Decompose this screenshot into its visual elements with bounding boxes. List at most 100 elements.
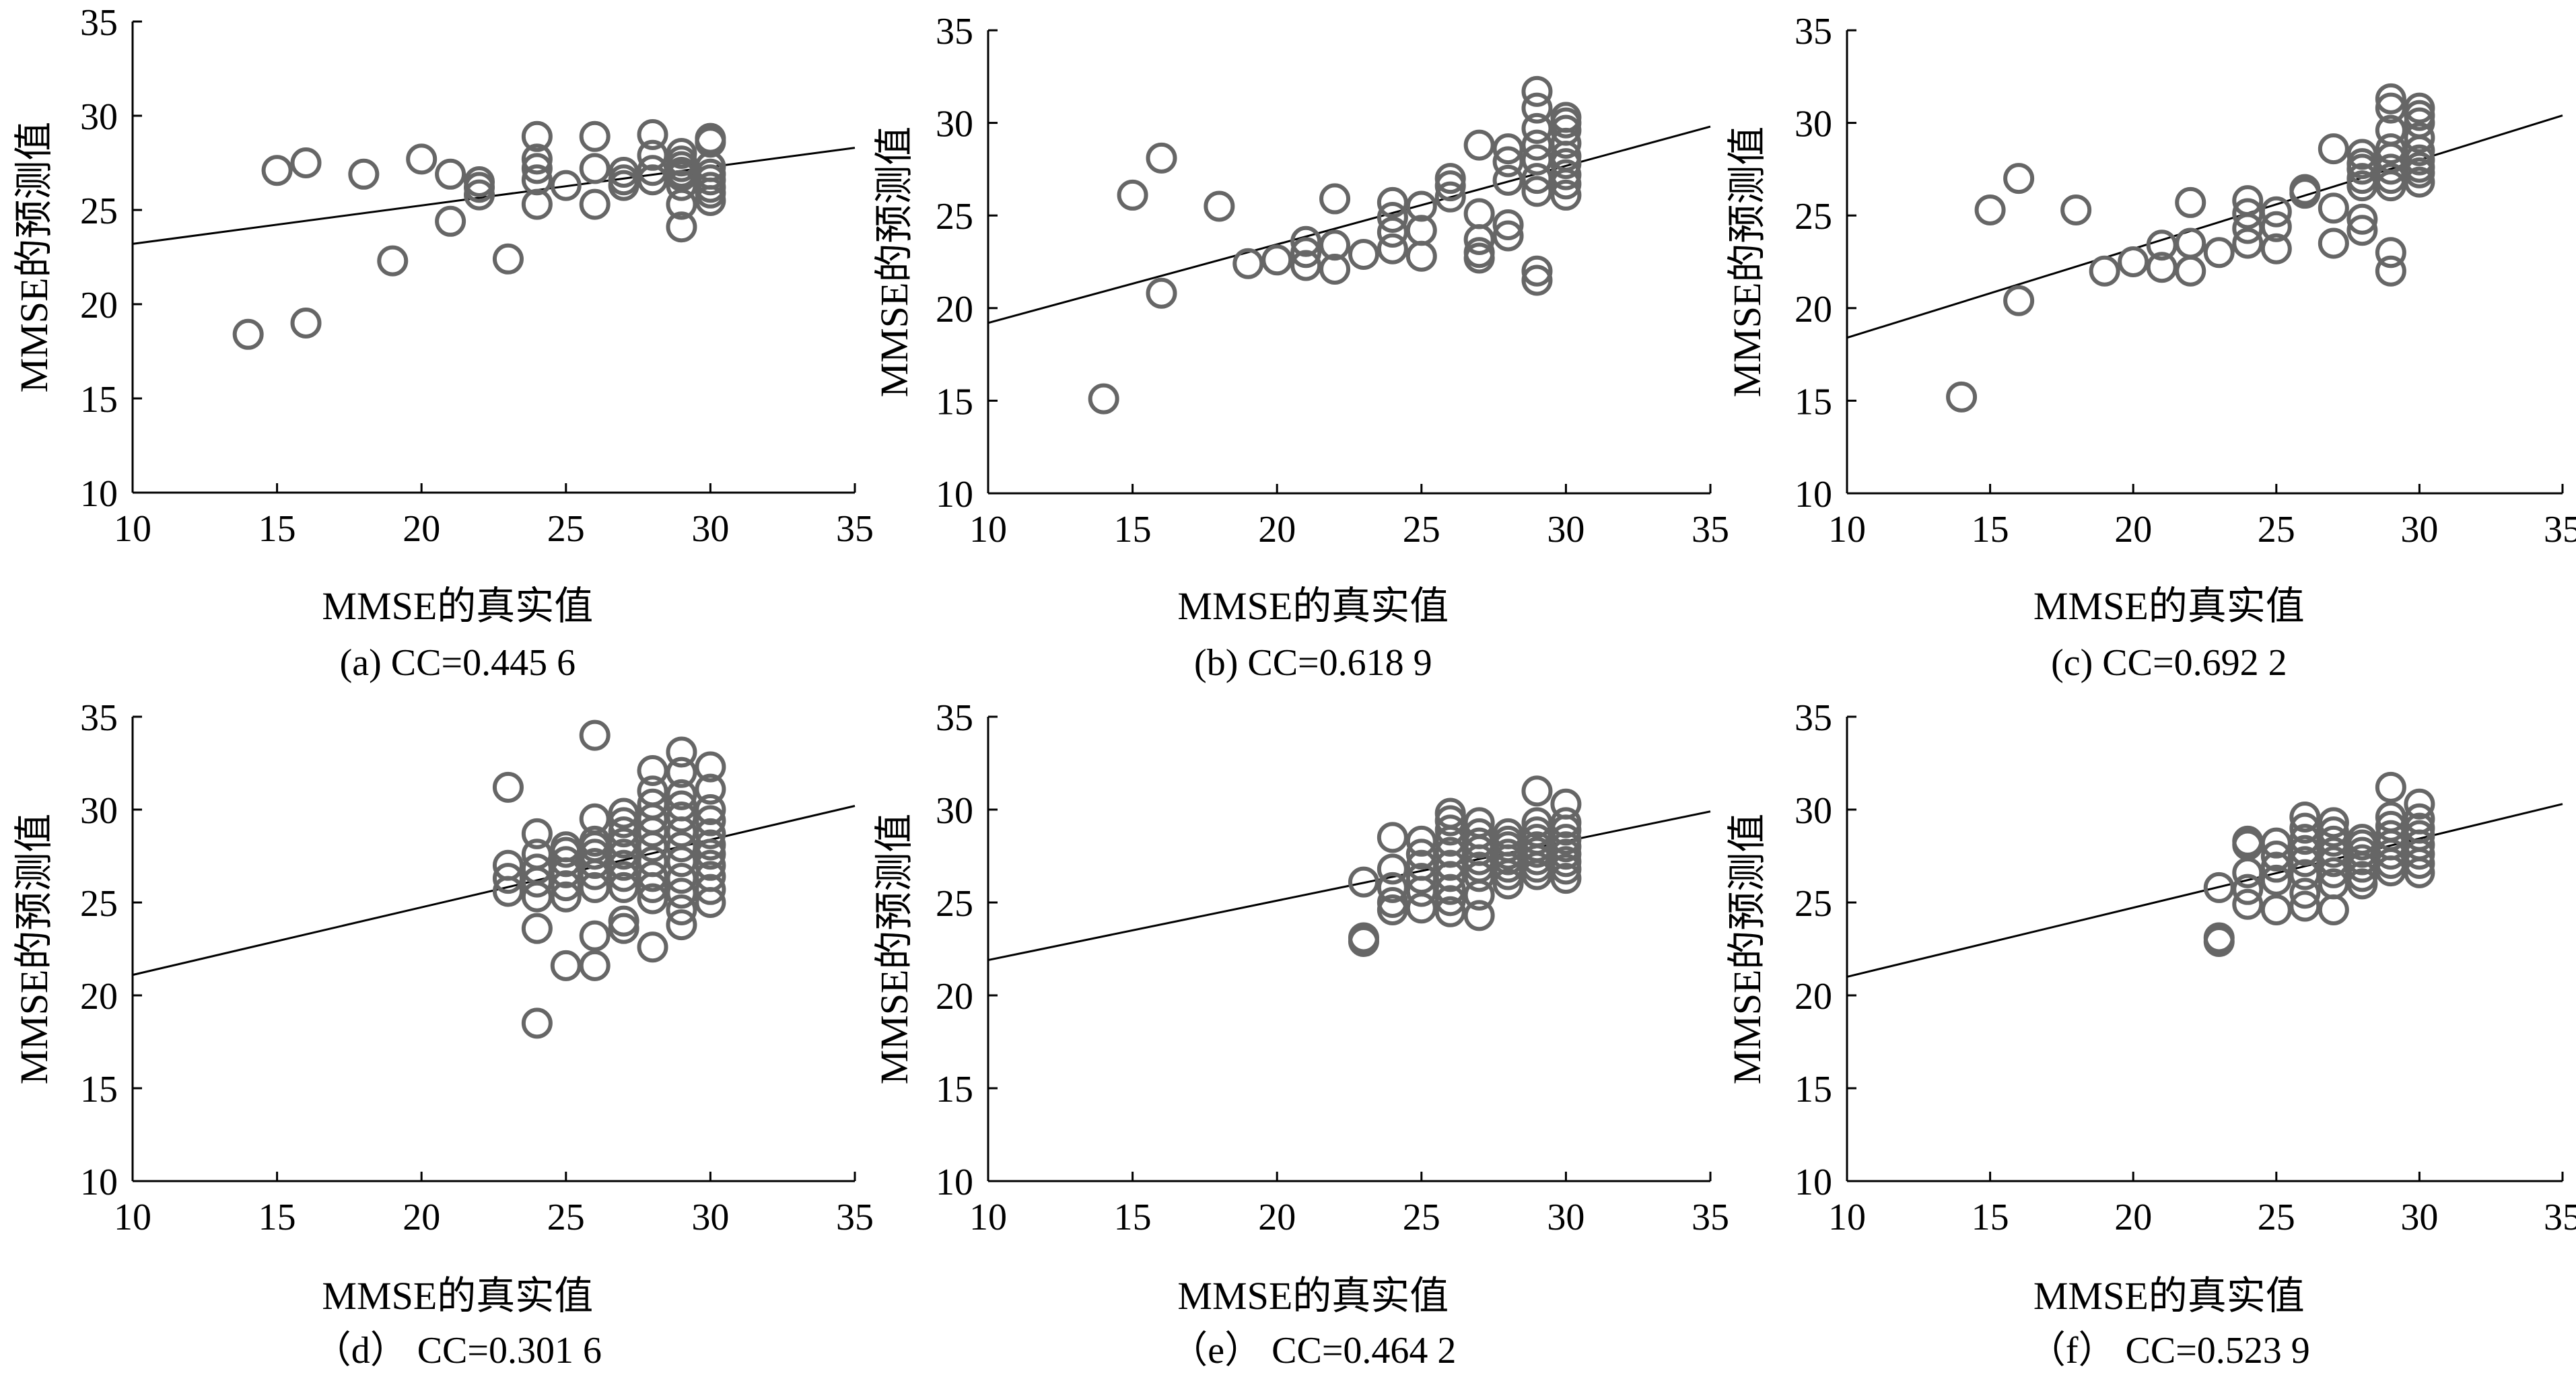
data-point (1463, 861, 1495, 892)
data-point (2089, 255, 2120, 287)
data-point (2260, 827, 2292, 859)
x-tick-label: 25 (2258, 509, 2295, 551)
data-point (1204, 190, 1235, 222)
data-point (232, 318, 264, 350)
data-point (608, 913, 639, 944)
data-point (2260, 211, 2292, 242)
data-point (2289, 802, 2321, 833)
x-tick-label: 30 (2400, 1197, 2438, 1238)
data-point (2260, 841, 2292, 872)
y-axis-title: MMSE的预测值 (872, 127, 916, 398)
y-tick-label: 35 (936, 11, 973, 52)
data-point (2289, 890, 2321, 922)
x-axis-title: MMSE的真实值 (2033, 584, 2305, 628)
data-point (2232, 857, 2264, 888)
x-axis-title: MMSE的真实值 (322, 1274, 593, 1318)
data-point (1434, 874, 1466, 905)
data-point (1550, 853, 1582, 885)
data-point (406, 143, 438, 175)
data-point (695, 185, 726, 216)
panel-caption: （f） CC=0.523 9 (2028, 1330, 2310, 1372)
data-point (1550, 168, 1582, 200)
x-tick-label: 15 (1114, 1197, 1152, 1238)
data-point (695, 127, 726, 158)
data-point (637, 872, 668, 903)
data-point (1550, 814, 1582, 846)
y-tick-label: 10 (80, 1162, 118, 1203)
data-point (2346, 139, 2378, 170)
y-tick-label: 20 (936, 976, 973, 1018)
data-point (521, 818, 553, 849)
y-tick-label: 10 (80, 473, 118, 515)
data-point (1434, 837, 1466, 868)
data-point (637, 861, 668, 892)
data-point (2404, 122, 2435, 153)
data-point (1434, 170, 1466, 202)
x-axis-title: MMSE的真实值 (1177, 1274, 1449, 1318)
data-point (2375, 170, 2406, 202)
data-point (1521, 163, 1553, 194)
x-tick-label: 30 (691, 1197, 729, 1238)
data-point (1521, 144, 1553, 176)
data-point (1348, 866, 1379, 898)
y-axis-title: MMSE的预测值 (12, 122, 56, 393)
panel-caption: (c) CC=0.692 2 (2051, 642, 2287, 684)
y-axis-title: MMSE的预测值 (872, 814, 916, 1085)
y-tick-label: 20 (1795, 289, 1832, 330)
data-point (695, 773, 726, 805)
data-point (637, 164, 668, 196)
data-point (2346, 203, 2378, 235)
data-point (2346, 868, 2378, 900)
data-point (1492, 164, 1524, 196)
data-point (2404, 788, 2435, 820)
data-point (1463, 223, 1495, 255)
y-tick-label: 15 (936, 381, 973, 423)
x-tick-label: 15 (1114, 509, 1152, 551)
data-point (550, 170, 582, 201)
data-point (579, 719, 611, 751)
data-point (2289, 878, 2321, 909)
x-tick-label: 20 (403, 1197, 440, 1238)
y-tick-label: 25 (80, 883, 118, 925)
data-point (550, 950, 582, 981)
x-tick-label: 30 (2400, 509, 2438, 551)
data-point (695, 818, 726, 849)
data-point (1377, 822, 1408, 853)
data-point (1550, 148, 1582, 180)
data-point (521, 1007, 553, 1039)
data-point (2260, 851, 2292, 883)
data-point (435, 205, 466, 237)
data-point (1946, 381, 1978, 413)
x-tick-label: 35 (836, 508, 874, 550)
data-point (2232, 227, 2264, 259)
data-point (637, 155, 668, 186)
data-point (1405, 876, 1437, 907)
y-tick-label: 20 (1795, 976, 1832, 1018)
data-point (579, 950, 611, 981)
data-point (666, 909, 697, 941)
data-point (2404, 166, 2435, 198)
data-point (1290, 250, 1322, 281)
y-tick-label: 25 (936, 196, 973, 238)
data-point (579, 848, 611, 880)
data-point (1550, 127, 1582, 159)
x-tick-label: 25 (547, 508, 585, 550)
data-point (550, 870, 582, 902)
data-point (550, 846, 582, 878)
data-point (579, 859, 611, 890)
data-point (666, 756, 697, 788)
data-point (666, 863, 697, 894)
data-point (2260, 233, 2292, 264)
y-axis-title: MMSE的预测值 (1725, 127, 1769, 398)
data-point (666, 211, 697, 243)
data-point (2346, 215, 2378, 246)
data-point (1463, 198, 1495, 229)
data-point (666, 188, 697, 220)
data-point (1434, 896, 1466, 927)
x-tick-label: 10 (1828, 509, 1866, 551)
x-tick-label: 25 (1403, 509, 1440, 551)
x-tick-label: 10 (114, 1197, 151, 1238)
data-point (2232, 888, 2264, 920)
data-point (608, 849, 639, 881)
data-point (1434, 849, 1466, 881)
